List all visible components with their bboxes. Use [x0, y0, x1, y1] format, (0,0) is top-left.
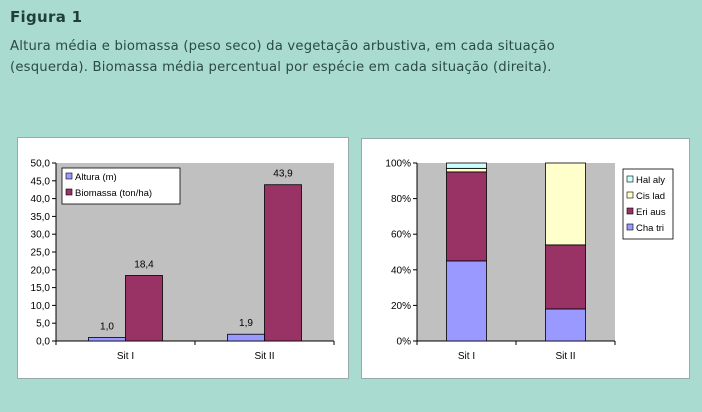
legend-label: Eri aus — [636, 207, 666, 218]
bar — [227, 333, 265, 342]
y-tick-label: 60% — [391, 230, 411, 241]
legend-swatch — [626, 207, 634, 215]
y-tick-label: 40,0 — [31, 194, 51, 205]
y-tick-label: 10,0 — [31, 301, 51, 312]
stacked-segment — [545, 308, 586, 342]
left-chart-panel: 0,0 5,0 10,0 15,0 20,0 25,0 30,0 35,0 40,0 45,0 50… — [17, 137, 349, 379]
y-tick-label: 25,0 — [31, 248, 51, 259]
data-label: 1,0 — [100, 321, 114, 332]
x-tick-label: Sit II — [555, 351, 575, 362]
legend-swatch — [626, 191, 634, 199]
data-label: 1,9 — [239, 318, 253, 329]
legend-label: Hal aly — [636, 175, 665, 186]
right-chart-panel: 0% 20% 40% 60% 80% 100% Sit I Sit II Hal aly Cis … — [361, 138, 690, 379]
y-tick-label: 100% — [385, 159, 411, 170]
y-tick-label: 20% — [391, 301, 411, 312]
legend-label: Cha tri — [636, 223, 664, 234]
height-biomass-chart: 0,0 5,0 10,0 15,0 20,0 25,0 30,0 35,0 40,0 45,0 50… — [31, 159, 335, 362]
y-tick-label: 50,0 — [31, 159, 51, 170]
legend-swatch — [626, 175, 634, 183]
bar — [88, 337, 126, 342]
x-tick-label: Sit I — [458, 351, 475, 362]
legend-label: Biomassa (ton/ha) — [75, 188, 152, 199]
stacked-segment — [446, 167, 487, 173]
y-tick-label: 35,0 — [31, 212, 51, 223]
legend-box — [61, 167, 181, 205]
figure-caption: Altura média e biomassa (peso seco) da v… — [10, 36, 695, 78]
y-tick-label: 45,0 — [31, 176, 51, 187]
y-tick-label: 30,0 — [31, 230, 51, 241]
y-tick-label: 0% — [397, 337, 412, 348]
figure-title: Figura 1 — [10, 8, 83, 26]
species-percent-chart: 0% 20% 40% 60% 80% 100% Sit I Sit II Hal aly Cis … — [385, 159, 674, 362]
stacked-segment — [446, 162, 487, 169]
caption-line-1: Altura média e biomassa (peso seco) da v… — [10, 39, 555, 54]
bar — [125, 275, 163, 342]
stacked-segment — [545, 162, 586, 246]
y-tick-label: 15,0 — [31, 283, 51, 294]
y-tick-label: 40% — [391, 265, 411, 276]
stacked-segment — [446, 260, 487, 342]
legend-label: Cis lad — [636, 191, 665, 202]
data-label: 43,9 — [273, 169, 293, 180]
data-label: 18,4 — [134, 259, 154, 270]
legend-swatch — [626, 223, 634, 231]
caption-line-2: (esquerda). Biomassa média percentual po… — [10, 60, 552, 75]
stacked-segment — [446, 171, 487, 262]
x-tick-label: Sit II — [254, 351, 274, 362]
y-tick-label: 20,0 — [31, 265, 51, 276]
legend-swatch — [65, 172, 73, 180]
y-tick-label: 80% — [391, 194, 411, 205]
legend-swatch — [65, 188, 73, 196]
legend-label: Altura (m) — [75, 172, 117, 183]
stacked-segment — [545, 244, 586, 310]
y-tick-label: 5,0 — [36, 319, 50, 330]
y-tick-label: 0,0 — [36, 337, 50, 348]
x-tick-label: Sit I — [117, 351, 134, 362]
bar — [264, 184, 302, 342]
